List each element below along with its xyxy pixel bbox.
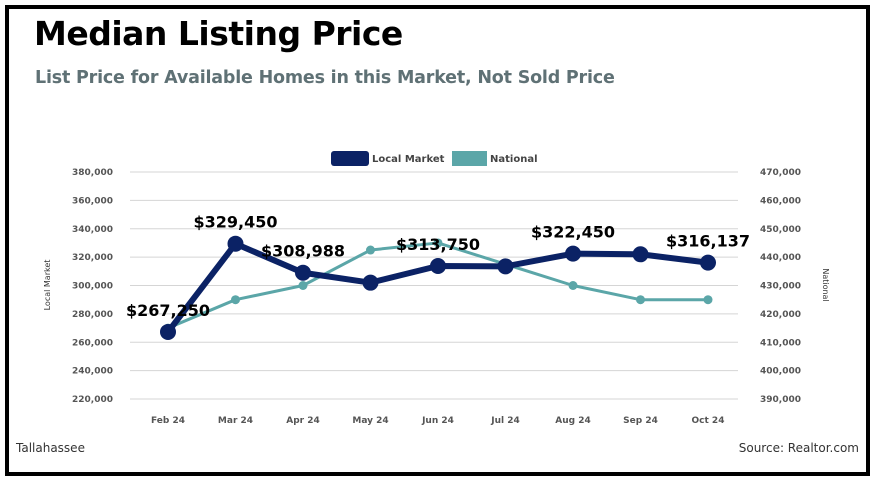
x-axis-ticks: Feb 24 Mar 24 Apr 24 May 24 Jun 24 Jul 24 Aug … (151, 416, 724, 426)
right-tick-label: 400,000 (760, 367, 801, 377)
local-data-label: $329,450 (193, 213, 277, 232)
right-tick-label: 420,000 (760, 310, 801, 320)
right-axis-ticks: 390,000 400,000 410,000 420,000 430,000 440,0… (760, 168, 801, 405)
chart-subtitle: List Price for Available Homes in this M… (35, 68, 615, 88)
right-tick-label: 440,000 (760, 253, 801, 263)
x-tick-label: May 24 (352, 416, 388, 426)
local-point (430, 257, 446, 274)
local-data-label: $267,250 (126, 301, 210, 320)
local-data-label: $322,450 (531, 223, 615, 242)
legend-label-local: Local Market (372, 154, 445, 165)
local-point (160, 323, 176, 340)
left-tick-label: 260,000 (72, 338, 113, 348)
left-axis-ticks: 220,000 240,000 260,000 280,000 300,000 320,0… (72, 168, 113, 405)
data-labels: $267,250 $329,450 $308,988 $313,750 $322,450… (126, 213, 750, 320)
source-label: Source: Realtor.com (738, 441, 859, 455)
x-tick-label: Mar 24 (218, 416, 253, 426)
local-point (565, 245, 581, 262)
left-tick-label: 280,000 (72, 310, 113, 320)
left-axis-title: Local Market (43, 260, 52, 311)
x-tick-label: Oct 24 (692, 416, 725, 426)
right-tick-label: 430,000 (760, 282, 801, 292)
chart-title: Median Listing Price (34, 14, 403, 53)
left-tick-label: 220,000 (72, 395, 113, 405)
x-tick-label: Sep 24 (623, 416, 658, 426)
national-point (231, 295, 240, 305)
x-tick-label: Jul 24 (490, 416, 520, 426)
left-tick-label: 240,000 (72, 367, 113, 377)
x-tick-label: Apr 24 (286, 416, 320, 426)
left-tick-label: 300,000 (72, 282, 113, 292)
series-layer (160, 235, 716, 340)
x-tick-label: Aug 24 (555, 416, 590, 426)
local-point (700, 254, 716, 271)
local-data-label: $308,988 (261, 242, 345, 261)
local-data-label: $316,137 (666, 232, 750, 251)
national-point (366, 245, 375, 255)
right-tick-label: 450,000 (760, 225, 801, 235)
right-axis-title: National (821, 268, 830, 301)
national-point (568, 281, 578, 290)
right-tick-label: 390,000 (760, 395, 801, 405)
local-point (362, 274, 379, 291)
local-data-label: $313,750 (396, 235, 480, 254)
local-point (632, 246, 649, 263)
legend: Local Market National (331, 151, 538, 166)
national-point (636, 295, 645, 305)
legend-label-national: National (490, 154, 538, 165)
right-tick-label: 460,000 (760, 196, 801, 206)
right-tick-label: 470,000 (760, 168, 801, 178)
national-point (298, 281, 308, 290)
left-tick-label: 380,000 (72, 168, 113, 178)
left-tick-label: 360,000 (72, 196, 113, 206)
local-point (227, 235, 244, 252)
x-tick-label: Feb 24 (151, 416, 185, 426)
left-tick-label: 320,000 (72, 253, 113, 263)
legend-swatch-national (452, 151, 487, 166)
right-tick-label: 410,000 (760, 338, 801, 348)
local-point (497, 258, 514, 275)
x-tick-label: Jun 24 (421, 416, 454, 426)
local-point (295, 264, 311, 281)
legend-swatch-local (331, 151, 369, 166)
national-point (433, 238, 443, 248)
national-point (703, 295, 713, 305)
location-label: Tallahassee (16, 441, 85, 455)
left-tick-label: 340,000 (72, 225, 113, 235)
grid-lines (130, 171, 738, 400)
